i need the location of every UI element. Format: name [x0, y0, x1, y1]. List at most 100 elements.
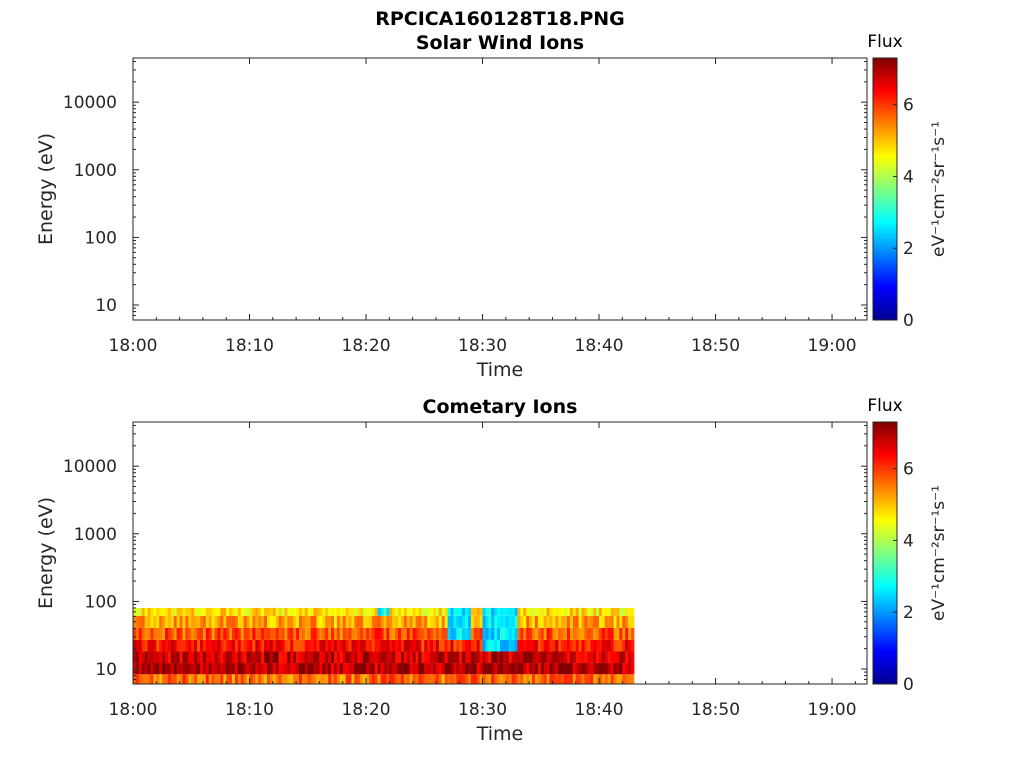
spectrogram-cell [246, 639, 250, 652]
spectrogram-cell [141, 639, 146, 652]
spectrogram-cell [532, 627, 536, 640]
spectrogram-cell [176, 651, 180, 664]
spectrogram-cell [357, 651, 361, 664]
spectrogram-cell [360, 615, 364, 628]
spectrogram-cell [234, 663, 239, 675]
spectrogram-cell [511, 639, 515, 652]
spectrogram-cell [304, 627, 309, 640]
spectrogram-cell [182, 674, 186, 684]
spectrogram-cell [613, 607, 617, 616]
spectrogram-cell [476, 615, 481, 628]
spectrogram-cell [456, 674, 460, 684]
spectrogram-cell [549, 627, 553, 640]
spectrogram-cell [467, 615, 472, 628]
spectrogram-cell [240, 627, 245, 640]
spectrogram-cell [555, 627, 559, 640]
spectrogram-cell [470, 674, 475, 684]
spectrogram-cell [467, 639, 472, 652]
spectrogram-cell [371, 663, 376, 675]
spectrogram-cell [342, 639, 347, 652]
spectrogram-cell [331, 639, 335, 652]
spectrogram-cell [584, 674, 588, 684]
spectrogram-cell [395, 674, 399, 684]
y-tick-label: 10 [95, 660, 117, 680]
spectrogram-cell [229, 615, 233, 628]
spectrogram-cell [488, 639, 492, 652]
spectrogram-cell [322, 674, 326, 684]
spectrogram-cell [628, 627, 632, 640]
spectrogram-cell [543, 627, 547, 640]
spectrogram-cell [339, 651, 344, 664]
spectrogram-cell [371, 615, 376, 628]
spectrogram-cell [441, 674, 446, 684]
x-tick-label: 18:30 [458, 700, 507, 720]
spectrogram-cell [368, 663, 373, 675]
spectrogram-cell [374, 674, 379, 684]
spectrogram-cell [523, 607, 527, 616]
spectrogram-cell [162, 639, 166, 652]
spectrogram-cell [296, 639, 300, 652]
spectrogram-cell [456, 615, 460, 628]
spectrogram-cell [508, 639, 513, 652]
spectrogram-cell [497, 627, 501, 640]
spectrogram-cell [255, 651, 259, 664]
spectrogram-cell [153, 639, 157, 652]
spectrogram-cell [255, 607, 259, 616]
spectrogram-cell [150, 607, 154, 616]
spectrogram-cell [494, 639, 498, 652]
spectrogram-cell [392, 651, 396, 664]
spectrogram-cell [138, 651, 143, 664]
spectrogram-cell [581, 639, 585, 652]
spectrogram-cell [409, 615, 414, 628]
spectrogram-cell [342, 627, 347, 640]
spectrogram-cell [564, 674, 568, 684]
spectrogram-cell [269, 639, 274, 652]
spectrogram-cell [587, 627, 591, 640]
spectrogram-cell [619, 627, 623, 640]
spectrogram-cell [596, 639, 600, 652]
spectrogram-cell [485, 663, 489, 675]
spectrogram-cell [208, 615, 213, 628]
spectrogram-cell [555, 674, 559, 684]
spectrogram-cell [182, 627, 186, 640]
spectrogram-cell [491, 674, 495, 684]
spectrogram-cell [532, 674, 536, 684]
spectrogram-cell [296, 627, 300, 640]
spectrogram-cell [444, 674, 448, 684]
spectrogram-cell [395, 607, 399, 616]
spectrogram-cell [246, 651, 250, 664]
spectrogram-cell [555, 651, 559, 664]
spectrogram-cell [412, 639, 416, 652]
spectrogram-cell [383, 651, 387, 664]
spectrogram-cell [357, 674, 361, 684]
spectrogram-cell [299, 615, 303, 628]
spectrogram-cell [386, 607, 390, 616]
spectrogram-cell [307, 627, 312, 640]
spectrogram-cell [357, 663, 361, 675]
panel-cometary: Cometary Ions 18:00 18:10 18:20 18:30 18:40 18… [35, 396, 949, 745]
spectrogram-cell [584, 639, 588, 652]
spectrogram-cell [540, 639, 545, 652]
spectrogram-cell [351, 639, 355, 652]
colorbar-title: Flux [867, 396, 902, 416]
spectrogram-cell [313, 663, 317, 675]
spectrogram-cell [296, 607, 300, 616]
spectrogram-cell [604, 651, 609, 664]
spectrogram-cell [590, 615, 594, 628]
spectrogram-cell [546, 651, 550, 664]
spectrogram-cell [371, 607, 376, 616]
spectrogram-cell [395, 663, 399, 675]
spectrogram-cell [523, 627, 527, 640]
spectrogram-cell [453, 674, 457, 684]
spectrogram-cell [514, 607, 518, 616]
spectrogram-cell [240, 674, 245, 684]
spectrogram-cell [502, 674, 507, 684]
spectrogram-cell [194, 639, 198, 652]
spectrogram-cell [266, 615, 271, 628]
spectrogram-cell [415, 663, 419, 675]
spectrogram-cell [194, 663, 198, 675]
spectrogram-cell [290, 627, 294, 640]
spectrogram-cell [354, 639, 358, 652]
spectrogram-cell [377, 615, 381, 628]
spectrogram-cell [398, 615, 402, 628]
